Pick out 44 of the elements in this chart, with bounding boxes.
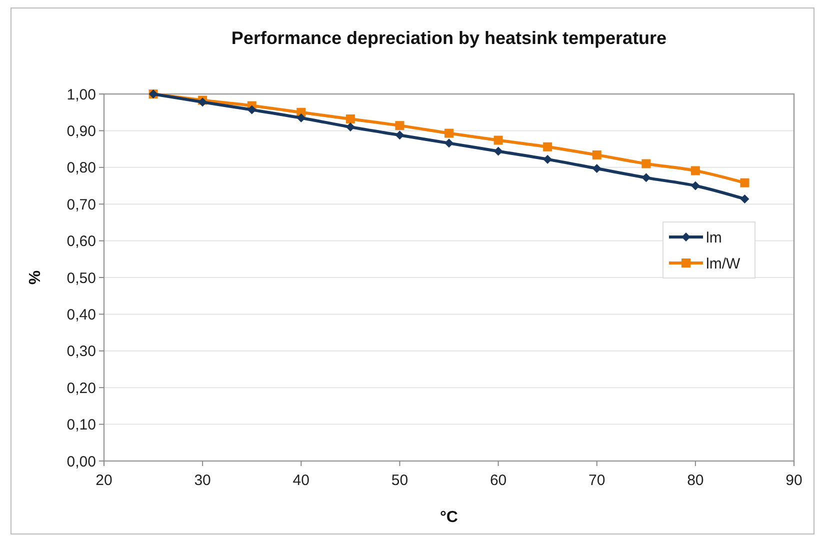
point	[444, 138, 454, 148]
point	[543, 142, 552, 152]
y-tick-label: 0,30	[66, 343, 96, 360]
y-tick-label: 0,20	[66, 380, 96, 397]
point	[247, 105, 256, 114]
x-tick-label: 40	[292, 472, 310, 489]
point	[494, 146, 503, 156]
x-tick-label: 30	[194, 472, 211, 489]
x-tick-label: 20	[96, 472, 112, 489]
point	[296, 113, 306, 122]
legend-label: lm/W	[706, 255, 741, 272]
y-tick-label: 0,40	[66, 306, 96, 324]
y-axis-title: %	[27, 270, 44, 285]
point	[346, 122, 355, 132]
point	[740, 178, 750, 188]
y-tick-label: 0,90	[66, 122, 96, 140]
y-tick-label: 1,00	[66, 86, 96, 104]
y-tick-label: 0,10	[66, 416, 96, 434]
y-tick-label: 0,50	[66, 270, 96, 287]
x-tick-label: 50	[391, 472, 408, 489]
point	[592, 164, 602, 173]
y-tick-label: 0,70	[66, 196, 96, 214]
point	[690, 166, 700, 176]
point	[395, 130, 404, 140]
point	[642, 159, 651, 168]
point	[642, 173, 651, 182]
point	[395, 121, 404, 130]
x-axis-title: °C	[440, 509, 458, 526]
legend-label: lm	[706, 229, 722, 246]
x-tick-label: 90	[786, 472, 802, 489]
y-tick-label: 0,00	[66, 453, 96, 470]
point	[346, 114, 355, 124]
x-tick-label: 70	[588, 472, 606, 489]
y-tick-label: 0,80	[66, 160, 96, 177]
point	[494, 136, 503, 145]
y-tick-label: 0,60	[66, 233, 96, 250]
point	[740, 194, 750, 204]
chart-title: Performance depreciation by heatsink temperature	[231, 28, 667, 48]
point	[592, 150, 602, 160]
point	[543, 154, 552, 164]
x-tick-label: 60	[490, 472, 507, 489]
point	[444, 128, 454, 138]
x-tick-label: 80	[687, 472, 704, 489]
point	[690, 181, 700, 190]
